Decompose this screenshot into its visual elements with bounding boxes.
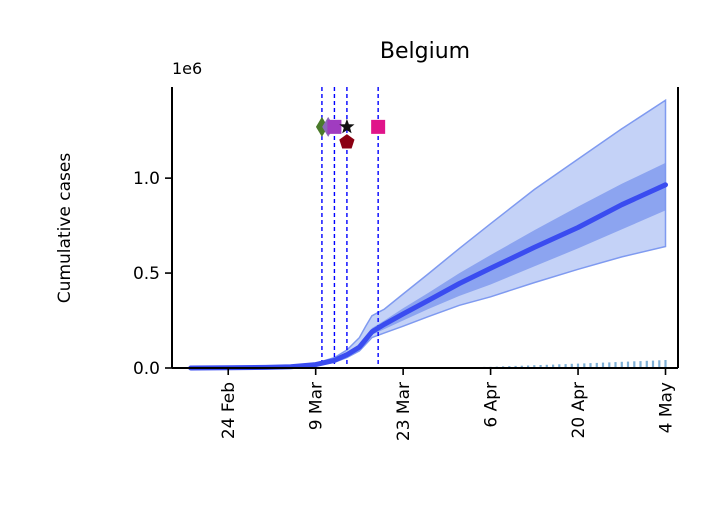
observed-bar (545, 364, 548, 368)
observed-bar (639, 361, 642, 368)
observed-bar (664, 360, 667, 368)
marker-star (339, 118, 355, 134)
y-scale-label: 1e6 (172, 59, 202, 78)
y-tick-label: 1.0 (133, 169, 160, 189)
observed-bar (558, 364, 561, 368)
intervention-markers (315, 116, 386, 149)
observed-bar (583, 363, 586, 368)
observed-bar (527, 365, 530, 368)
observed-bar (564, 364, 567, 368)
y-tick-label: 0.0 (133, 359, 160, 379)
x-tick-label: 6 Apr (482, 382, 502, 428)
observed-bar (608, 362, 611, 368)
x-tick-label: 9 Mar (307, 382, 327, 430)
median-line (188, 182, 668, 371)
marker-square (327, 119, 342, 134)
observed-bar (614, 362, 617, 368)
observed-bar (539, 365, 542, 368)
observed-bar (533, 365, 536, 368)
observed-bar (520, 365, 523, 368)
y-axis-label: Cumulative cases (55, 153, 75, 304)
observed-cases (458, 360, 667, 369)
observed-bar (589, 363, 592, 368)
y-ticks: 0.0 0.5 1.0 (133, 169, 172, 379)
uncertainty-bands (190, 98, 667, 369)
observed-bar (570, 363, 573, 368)
observed-bar (620, 361, 623, 368)
observed-bar (658, 360, 661, 368)
x-tick-label: 24 Feb (219, 382, 239, 439)
x-tick-label: 20 Apr (569, 382, 589, 438)
y-tick-label: 0.5 (133, 264, 160, 284)
x-tick-label: 4 May (657, 382, 677, 433)
observed-bar (626, 361, 630, 368)
x-tick-label: 23 Mar (394, 382, 414, 441)
observed-bar (595, 362, 598, 368)
observed-bar (576, 363, 580, 368)
observed-bar (514, 365, 517, 368)
observed-bar (633, 361, 636, 368)
observed-bar (651, 360, 655, 368)
median-path (188, 182, 668, 371)
intervention-lines (321, 87, 379, 368)
observed-bar (601, 362, 605, 368)
observed-bar (645, 360, 648, 368)
marker-pentagon (339, 134, 355, 149)
x-ticks: 24 Feb 9 Mar 23 Mar 6 Apr 20 Apr 4 May (219, 368, 677, 441)
marker-square (371, 119, 386, 134)
observed-bar (552, 364, 555, 368)
chart-title: Belgium (380, 39, 470, 64)
marker-diamond (315, 116, 328, 137)
